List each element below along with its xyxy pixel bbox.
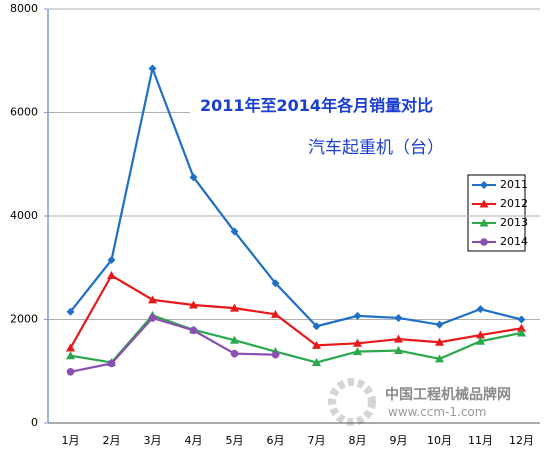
y-tick-label: 4000 (10, 209, 38, 222)
y-tick-label: 6000 (10, 106, 38, 119)
chart-title: 2011年至2014年各月销量对比 (200, 96, 434, 115)
x-tick-label: 12月 (509, 434, 534, 447)
point (271, 309, 280, 318)
series-line (69, 273, 522, 349)
point (107, 255, 116, 264)
point (312, 357, 321, 366)
point (189, 173, 198, 182)
point (517, 323, 526, 332)
point (353, 311, 362, 320)
point (435, 354, 444, 363)
point (230, 227, 239, 236)
legend-marker (480, 181, 488, 189)
x-tick-label: 2月 (103, 434, 121, 447)
point (517, 328, 526, 337)
point (353, 347, 362, 356)
legend-box (467, 174, 526, 252)
point (435, 320, 444, 329)
point (189, 326, 198, 335)
legend-label: 2012 (500, 197, 528, 210)
point (271, 279, 280, 288)
point (148, 295, 157, 304)
x-tick-label: 7月 (308, 434, 326, 447)
x-tick-label: 5月 (226, 434, 244, 447)
y-tick-label: 2000 (10, 313, 38, 326)
series-line (69, 64, 522, 328)
legend-marker (480, 238, 488, 246)
watermark-url: www.ccm-1.com (388, 405, 487, 419)
x-tick-label: 6月 (267, 434, 285, 447)
point (394, 313, 403, 322)
x-tick-label: 10月 (427, 434, 452, 447)
point (66, 307, 75, 316)
point (476, 330, 485, 339)
point (476, 336, 485, 345)
x-tick-label: 3月 (144, 434, 162, 447)
point (435, 337, 444, 346)
point (66, 351, 75, 360)
point (394, 334, 403, 343)
point (353, 338, 362, 347)
point (66, 367, 75, 376)
point (148, 64, 157, 73)
x-tick-label: 4月 (185, 434, 203, 447)
point (312, 322, 321, 331)
legend-marker (479, 218, 489, 227)
point (107, 271, 116, 280)
x-tick-label: 1月 (62, 434, 80, 447)
legend-label: 2014 (500, 235, 528, 248)
point (517, 315, 526, 324)
watermark: 中国工程机械品牌网 (385, 387, 511, 403)
point (189, 300, 198, 309)
series-line (70, 314, 522, 364)
y-tick-label: 8000 (10, 2, 38, 15)
point (148, 314, 157, 322)
point (230, 335, 239, 344)
x-tick-label: 9月 (390, 434, 408, 447)
x-tick-label: 11月 (468, 434, 493, 447)
point (230, 303, 239, 312)
chart-subtitle: 汽车起重机（台） (308, 138, 444, 158)
point (107, 359, 116, 368)
legend-marker (479, 199, 489, 208)
series-line (70, 316, 276, 373)
point (476, 305, 485, 314)
legend-label: 2011 (500, 178, 528, 191)
point (66, 343, 75, 352)
point (394, 346, 403, 355)
point (230, 349, 239, 358)
point (312, 340, 321, 349)
y-tick-label: 0 (31, 416, 38, 429)
x-tick-label: 8月 (349, 434, 367, 447)
legend-label: 2013 (500, 216, 528, 229)
point (271, 350, 280, 359)
logo (328, 378, 376, 426)
